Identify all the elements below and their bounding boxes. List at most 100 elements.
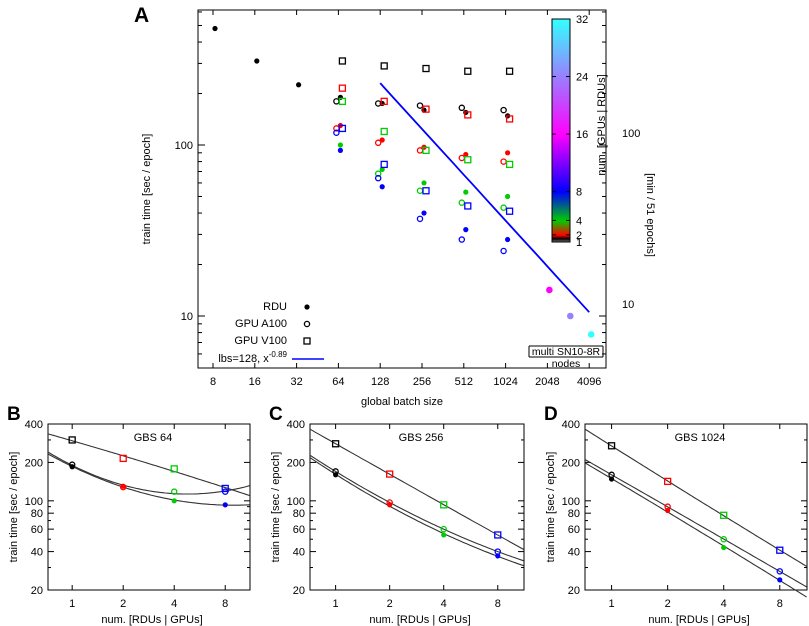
- colorbar-strip: [552, 100, 570, 102]
- y-axis-label-b: train time [sec / epoch]: [8, 452, 20, 563]
- annotation-sublabel: nodes: [552, 358, 581, 370]
- y-tick-label: 100: [25, 496, 43, 508]
- colorbar-strip: [552, 170, 570, 172]
- colorbar-strip: [552, 233, 570, 235]
- colorbar-strip: [552, 187, 570, 189]
- data-point-filled-circle: [566, 312, 574, 320]
- colorbar-strip: [552, 29, 570, 31]
- colorbar-strip: [552, 204, 570, 206]
- colorbar-strip: [552, 238, 570, 240]
- colorbar-strip: [552, 227, 570, 229]
- colorbar-strip: [552, 193, 570, 195]
- y-tick-label: 40: [31, 547, 43, 559]
- y-tick-label: 100: [175, 140, 193, 152]
- legend-marker: [304, 304, 310, 310]
- colorbar-strip: [552, 228, 570, 230]
- colorbar-strip: [552, 107, 570, 109]
- colorbar-strip: [552, 34, 570, 36]
- colorbar-strip: [552, 105, 570, 107]
- colorbar-strip: [552, 172, 570, 174]
- y2-axis-label: [min / 51 epochs]: [644, 173, 656, 257]
- data-point-filled-circle: [505, 193, 511, 200]
- colorbar-strip: [552, 205, 570, 207]
- legend-label: RDU: [263, 301, 287, 313]
- colorbar-strip: [552, 94, 570, 96]
- colorbar-strip: [552, 142, 570, 144]
- colorbar-strip: [552, 225, 570, 227]
- colorbar-strip: [552, 222, 570, 224]
- data-point-open-square: [170, 465, 178, 473]
- colorbar-strip: [552, 232, 570, 234]
- colorbar-strip: [552, 19, 570, 21]
- colorbar-strip: [552, 216, 570, 218]
- colorbar-strip: [552, 115, 570, 117]
- panel-label-a: A: [134, 4, 149, 27]
- y-tick-label: 10: [181, 311, 193, 323]
- colorbar-strip: [552, 130, 570, 132]
- plot-frame-d: [584, 423, 808, 591]
- colorbar-strip: [552, 21, 570, 23]
- y-tick-label: 20: [31, 585, 43, 597]
- colorbar-strip: [552, 189, 570, 191]
- colorbar-strip: [552, 154, 570, 156]
- y-tick-label: 60: [31, 524, 43, 536]
- data-point-open-circle: [416, 102, 424, 109]
- colorbar-strip: [552, 211, 570, 213]
- colorbar-strip: [552, 50, 570, 52]
- data-point-open-circle: [221, 488, 229, 495]
- data-point-filled-circle: [69, 464, 75, 470]
- colorbar-strip: [552, 51, 570, 53]
- data-point-open-circle: [500, 106, 507, 114]
- colorbar-strip: [552, 178, 570, 180]
- colorbar-strip: [552, 36, 570, 38]
- colorbar-strip: [552, 70, 570, 72]
- data-point-open-circle: [500, 204, 507, 211]
- colorbar-strip: [552, 84, 570, 86]
- colorbar-strip: [552, 148, 570, 150]
- colorbar-strip: [552, 42, 570, 44]
- x-tick-label: 256: [413, 376, 431, 388]
- data-point-filled-circle: [222, 502, 228, 508]
- colorbar-strip: [552, 126, 570, 128]
- colorbar-strip: [552, 75, 570, 77]
- colorbar-strip: [552, 112, 570, 114]
- data-point-open-circle: [500, 158, 507, 165]
- x-tick-label: 2: [387, 598, 393, 610]
- legend-marker: [303, 320, 311, 328]
- colorbar-strip: [552, 213, 570, 215]
- x-tick-label: 1: [609, 598, 615, 610]
- colorbar-strip: [552, 203, 570, 205]
- colorbar-strip: [552, 90, 570, 92]
- data-point-open-square: [505, 67, 514, 75]
- colorbar-strip: [552, 167, 570, 169]
- colorbar-strip: [552, 106, 570, 108]
- colorbar-strip: [552, 169, 570, 171]
- data-point-open-square: [338, 57, 347, 65]
- colorbar-strip: [552, 122, 570, 124]
- colorbar-strip: [552, 66, 570, 68]
- data-point-open-square: [505, 115, 514, 123]
- legend-marker: [303, 337, 311, 345]
- colorbar-strip: [552, 103, 570, 105]
- x-tick-label: 1024: [493, 376, 517, 388]
- colorbar-strip: [552, 109, 570, 111]
- data-point-open-circle: [720, 535, 727, 543]
- data-point-open-circle: [440, 525, 447, 533]
- data-point-filled-circle: [721, 544, 727, 551]
- colorbar-strip: [552, 194, 570, 196]
- colorbar-strip: [552, 226, 570, 228]
- y-tick-label: 60: [293, 524, 305, 536]
- data-point-open-circle: [416, 187, 424, 195]
- data-point-filled-circle: [608, 476, 615, 482]
- x-tick-label: 4: [721, 598, 727, 610]
- colorbar-strip: [552, 134, 570, 136]
- data-point-open-circle: [500, 247, 507, 255]
- data-point-open-square: [607, 442, 616, 450]
- data-point-filled-circle: [421, 210, 427, 216]
- colorbar-strip: [552, 33, 570, 35]
- panel-label-b: B: [7, 404, 21, 425]
- colorbar-strip: [552, 97, 570, 99]
- colorbar-strip: [552, 179, 570, 181]
- data-point-filled-circle: [546, 286, 553, 294]
